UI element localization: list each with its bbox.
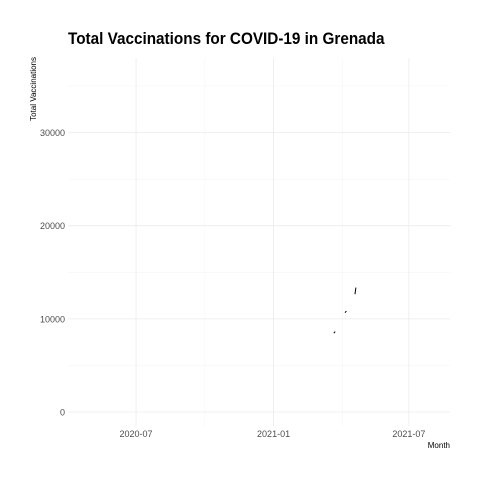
- y-tick-label: 20000: [40, 221, 65, 231]
- y-tick-labels: 0 10000 20000 30000: [40, 128, 65, 417]
- minor-gridlines: [68, 58, 450, 426]
- y-tick-label: 10000: [40, 314, 65, 324]
- series-line-segment: [333, 331, 336, 334]
- data-series: [333, 287, 357, 334]
- x-tick-label: 2021-01: [257, 429, 290, 439]
- x-tick-labels: 2020-07 2021-01 2021-07: [120, 429, 426, 439]
- y-tick-label: 30000: [40, 128, 65, 138]
- series-line-segment: [354, 287, 357, 295]
- y-tick-label: 0: [60, 408, 65, 418]
- x-axis-label: Month: [428, 441, 450, 450]
- x-tick-label: 2021-07: [392, 429, 425, 439]
- series-line-segment: [344, 310, 347, 314]
- y-axis-label: Total Vaccinations: [29, 57, 38, 121]
- major-gridlines: [68, 58, 450, 426]
- chart-title: Total Vaccinations for COVID-19 in Grena…: [68, 29, 385, 48]
- x-tick-label: 2020-07: [120, 429, 153, 439]
- plot-panel: [68, 58, 450, 426]
